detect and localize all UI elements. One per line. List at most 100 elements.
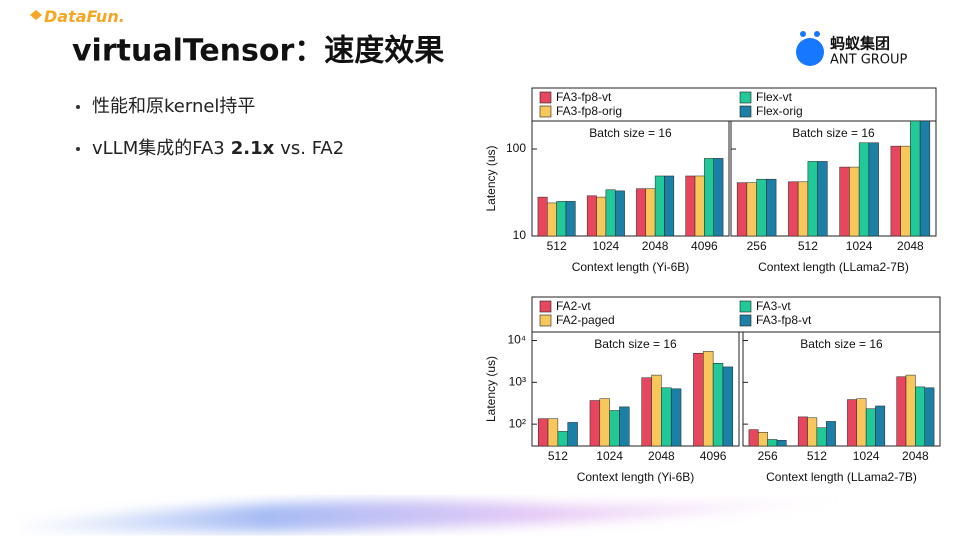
bar [537,196,548,237]
x-tick-label: 2048 [902,449,929,463]
legend-label: FA2-vt [556,299,591,313]
brand-name: 蚂蚁集团 [830,35,890,53]
bar [807,417,818,447]
bar [736,182,748,237]
x-tick-label: 2048 [642,239,669,253]
y-tick-label: 10³ [509,375,526,389]
bar [856,398,867,447]
bar [661,387,672,447]
bar [645,188,656,237]
legend-swatch [539,105,552,118]
bar [875,405,886,447]
bar [651,374,662,447]
bar [547,418,559,447]
plot-frame [730,120,937,237]
x-axis-label: Context length (LLama2-7B) [766,470,917,484]
slide-title: virtualTensor：速度效果 [72,34,444,69]
bar [924,387,935,447]
bar [807,161,818,237]
legend-label: Flex-vt [756,90,793,104]
x-tick-label: 256 [747,239,767,253]
bar [788,181,799,237]
legend-swatch [739,91,752,104]
bar [664,175,675,237]
panel-title: Batch size = 16 [594,337,677,351]
bar [670,388,682,447]
bar [839,166,850,237]
bar [694,175,705,237]
bar [722,366,734,447]
x-tick-label: 512 [798,239,818,253]
legend-label: FA3-fp8-vt [556,90,612,104]
bar [641,377,652,447]
bar [767,439,778,447]
bullets: 性能和原kernel持平 vLLM集成的FA3 2.1x vs. FA2 [76,96,344,159]
bar [817,161,828,237]
logo-text: DataFun. [44,7,125,26]
bar [915,386,925,447]
x-tick-label: 256 [758,449,778,463]
bar [858,142,870,237]
bullet-bold: 2.1x [231,138,275,159]
bar [849,166,860,237]
bar [825,421,836,447]
x-tick-label: 2048 [648,449,675,463]
bar [847,399,858,447]
bar [596,196,607,237]
bar [589,400,601,447]
legend-swatch [739,105,752,118]
bar [758,431,768,447]
bar [748,429,759,447]
bar [919,120,931,237]
bar [586,195,597,237]
bar [547,202,557,237]
bar [556,201,567,237]
x-tick-label: 2048 [897,239,924,253]
bar [746,182,757,237]
bullet: 性能和原kernel持平 [92,96,255,117]
bar [567,422,578,447]
plot-frame [531,331,740,447]
x-tick-label: 1024 [853,449,880,463]
bar [900,145,911,237]
x-tick-label: 512 [548,449,568,463]
bar [557,431,568,447]
bar [685,175,696,237]
bar [865,408,876,447]
decor-swoosh [20,498,840,533]
x-tick-label: 512 [807,449,827,463]
y-axis-label: Latency (us) [484,145,498,211]
bar [797,416,808,447]
bar [693,352,704,447]
bullet: vLLM集成的FA3 2.1x vs. FA2 [92,138,344,159]
panel-title: Batch size = 16 [792,126,875,140]
plot-frame [742,331,941,447]
legend-box [531,87,937,122]
legend-swatch [539,300,552,313]
y-tick-label: 10 [513,228,527,242]
x-tick-label: 4096 [691,239,718,253]
x-tick-label: 1024 [593,239,620,253]
bar [609,410,620,447]
panel-title: Batch size = 16 [589,126,672,140]
legend-label: FA2-paged [556,313,615,327]
bar [599,398,610,447]
bullet-dot [76,105,80,109]
bar [614,190,625,237]
bullet-text: vLLM集成的FA3 [92,138,225,159]
bar [712,363,724,447]
bar [703,351,714,447]
bullet-text: 性能和原kernel持平 [92,96,255,117]
x-tick-label: 1024 [596,449,623,463]
x-axis-label: Context length (Yi-6B) [572,260,690,274]
x-axis-label: Context length (Yi-6B) [577,470,695,484]
bar [776,440,787,447]
bullet-dot [76,147,80,151]
bar [766,178,777,237]
bar [713,158,724,237]
bar [910,120,921,237]
legend-swatch [739,300,752,313]
legend-label: FA3-fp8-orig [556,104,622,118]
bar [890,145,901,237]
